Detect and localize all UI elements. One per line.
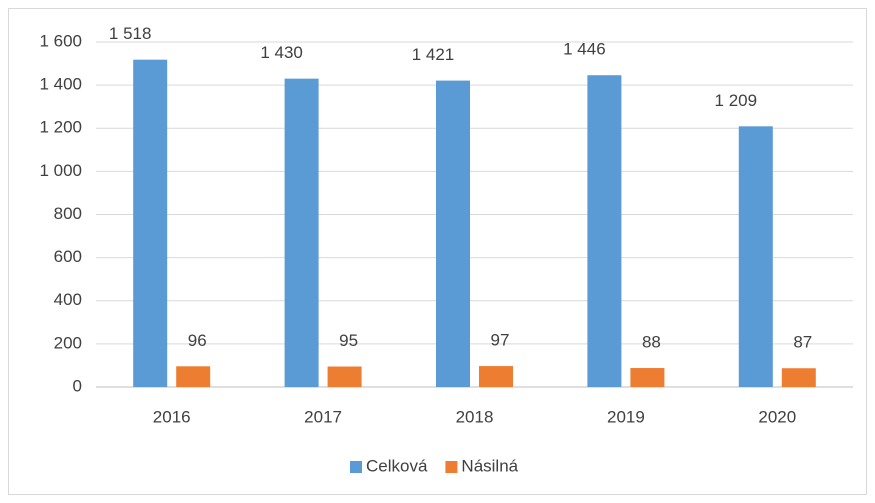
bar xyxy=(133,59,168,388)
y-tick-label: 1 600 xyxy=(39,31,82,50)
data-label: 1 209 xyxy=(715,91,758,110)
bar xyxy=(436,80,470,388)
legend-swatch xyxy=(445,461,458,473)
data-label: 1 430 xyxy=(260,43,303,62)
bar xyxy=(479,366,513,387)
data-label: 87 xyxy=(793,333,812,352)
x-tick-label: 2019 xyxy=(607,407,645,426)
legend-label: Násilná xyxy=(461,456,518,475)
y-tick-label: 800 xyxy=(54,204,82,223)
bar xyxy=(738,126,773,387)
y-tick-label: 1 200 xyxy=(39,118,82,137)
bar xyxy=(630,368,665,387)
y-tick-label: 1 000 xyxy=(39,161,82,180)
legend-label: Celková xyxy=(366,456,428,475)
bar xyxy=(284,78,319,387)
data-label: 1 446 xyxy=(563,40,606,59)
y-tick-label: 400 xyxy=(54,290,82,309)
data-label: 95 xyxy=(339,331,358,350)
legend-swatch xyxy=(350,461,362,473)
bar xyxy=(781,368,816,387)
x-tick-label: 2017 xyxy=(304,407,342,426)
data-label: 97 xyxy=(491,331,510,350)
y-tick-label: 1 400 xyxy=(39,75,82,94)
y-tick-label: 600 xyxy=(54,247,82,266)
y-tick-label: 200 xyxy=(54,333,82,352)
data-label: 1 518 xyxy=(109,24,152,43)
x-tick-label: 2020 xyxy=(758,407,796,426)
bar xyxy=(176,366,211,387)
data-label: 1 421 xyxy=(412,45,455,64)
x-tick-label: 2018 xyxy=(456,407,494,426)
bar xyxy=(327,366,362,387)
bar xyxy=(587,75,622,388)
data-label: 88 xyxy=(642,333,661,352)
y-tick-label: 0 xyxy=(73,376,82,395)
data-label: 96 xyxy=(188,331,207,350)
x-tick-label: 2016 xyxy=(153,407,191,426)
